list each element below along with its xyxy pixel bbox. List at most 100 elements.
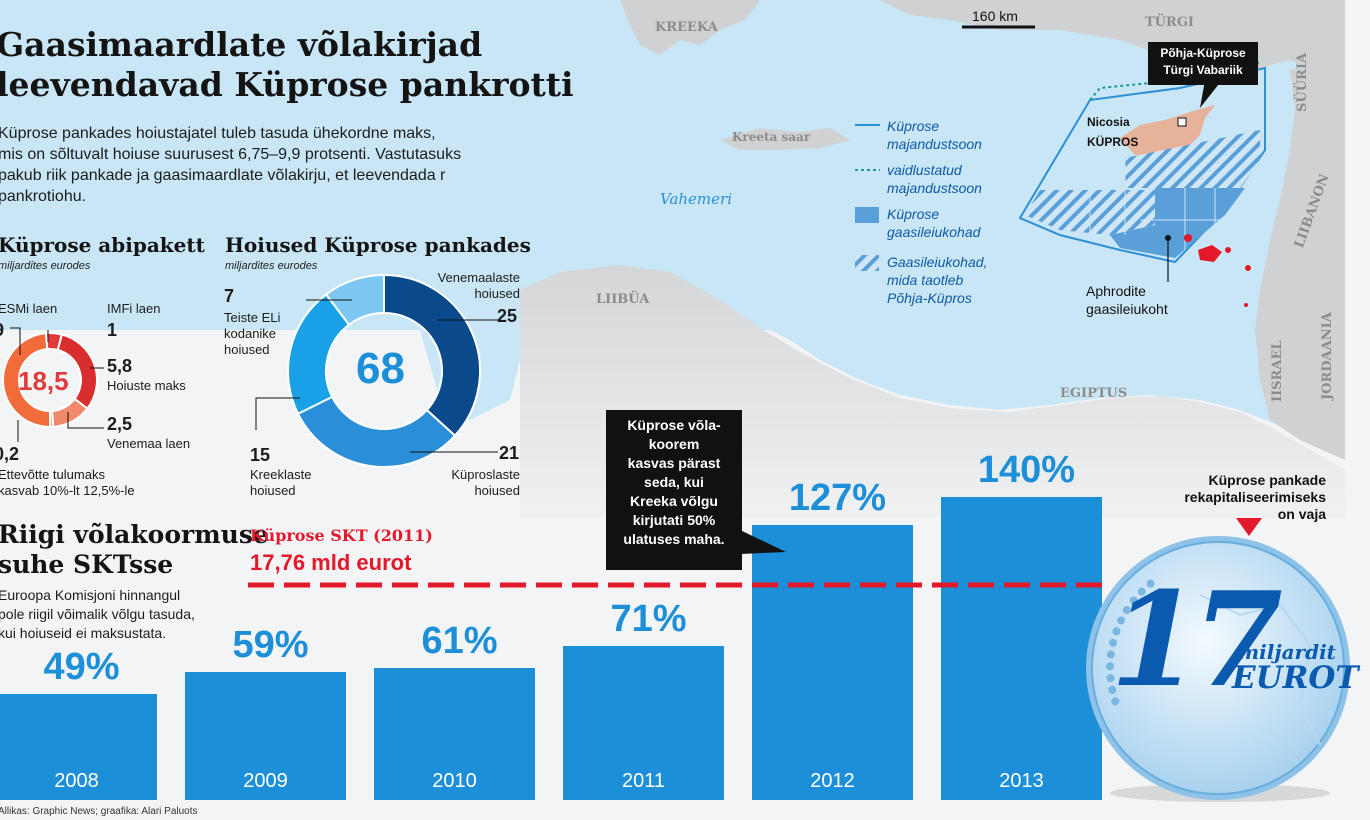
cy-value: 21 bbox=[499, 443, 520, 463]
box-line5: Kreeka võlgu bbox=[630, 493, 718, 509]
imf-label: IMFi laen bbox=[107, 301, 161, 316]
data-label-2013: 140% bbox=[977, 449, 1076, 491]
legend-claimed-l2: mida taotleb bbox=[887, 272, 964, 288]
ru-value: 25 bbox=[497, 306, 518, 326]
coin-caption3: on vaja bbox=[1277, 506, 1326, 522]
label-kreeta: Kreeta saar bbox=[732, 130, 811, 144]
tick-label-2009: 2009 bbox=[243, 770, 288, 792]
hoiused-donut bbox=[287, 273, 481, 468]
tick-label-2008: 2008 bbox=[54, 770, 99, 792]
page-title: Gaasimaardlate võlakirjad leevendavad Kü… bbox=[0, 25, 573, 105]
deposit-label: Hoiuste maks bbox=[107, 378, 186, 393]
source-note: Allikas: Graphic News; graafika: Alari P… bbox=[0, 806, 198, 817]
data-label-2012: 127% bbox=[788, 477, 887, 520]
crete-land bbox=[720, 128, 850, 150]
legend-disputed-l1: vaidlustatud bbox=[887, 162, 962, 178]
label-liibua: LIIBÜA bbox=[596, 292, 650, 307]
coin-caption1: Küprose pankade bbox=[1208, 472, 1326, 488]
callout-north-cyprus: Põhja-Küprose Türgi Vabariik bbox=[1148, 42, 1258, 85]
debt-title-line2: suhe SKTsse bbox=[0, 550, 174, 579]
data-label-2010: 61% bbox=[421, 619, 498, 662]
cyprus-island bbox=[1120, 105, 1215, 158]
gas-blocks bbox=[1110, 188, 1245, 258]
intro-line3: pakub riik pankade ja gaasimaardlate võl… bbox=[0, 167, 446, 184]
coin-star bbox=[1106, 662, 1115, 671]
gdp-label: Küprose SKT (2011) bbox=[250, 526, 433, 545]
data-label-2011: 71% bbox=[610, 598, 687, 641]
russia-label: Venemaa laen bbox=[107, 436, 191, 451]
intro-text: Küprose pankades hoiustajatel tuleb tasu… bbox=[0, 123, 558, 207]
gr-label: Kreeklaste hoiused bbox=[250, 467, 311, 499]
coin-star bbox=[1106, 650, 1115, 659]
box-line6: kirjutati 50% bbox=[632, 512, 716, 528]
label-nicosia: Nicosia bbox=[1087, 115, 1130, 129]
box-line3: kasvas pärast bbox=[627, 455, 721, 471]
cy-label2: hoiused bbox=[474, 483, 520, 498]
label-kreeka: KREEKA bbox=[655, 20, 718, 35]
box-line7: ulatuses maha. bbox=[623, 531, 725, 547]
gr-label2: hoiused bbox=[250, 483, 296, 498]
tick-label-2012: 2012 bbox=[810, 770, 855, 792]
abipakett-subtitle: miljardites eurodes bbox=[0, 260, 91, 272]
callout-line1: Põhja-Küprose bbox=[1160, 46, 1246, 60]
tick-label-2011: 2011 bbox=[621, 770, 665, 792]
tick-label-2010: 2010 bbox=[432, 770, 477, 792]
debt-note-line2: pole riigil võimalik võlgu tasuda, bbox=[0, 606, 195, 622]
coin-star bbox=[1122, 606, 1131, 615]
bar-2009 bbox=[185, 672, 346, 800]
data-label-2009: 59% bbox=[232, 624, 309, 667]
debt-title: Riigi võlakoormuse suhe SKTsse bbox=[0, 520, 269, 580]
coin-star bbox=[1111, 697, 1120, 706]
russia-value: 2,5 bbox=[107, 414, 133, 434]
gas-fields bbox=[1184, 234, 1251, 307]
legend-eez: Küprose majandustsoon bbox=[887, 117, 982, 153]
coin-unit2: EUROT bbox=[1232, 660, 1359, 696]
cy-label: Küproslaste hoiused bbox=[420, 467, 520, 499]
gr-value: 15 bbox=[250, 445, 271, 465]
euro-coin bbox=[1086, 536, 1350, 802]
coin-caption2: rekapitaliseerimiseks bbox=[1184, 489, 1326, 505]
coin-star bbox=[1106, 674, 1115, 683]
aphrodite-line1: Aphrodite bbox=[1086, 283, 1146, 299]
coin-star bbox=[1129, 596, 1138, 605]
box-line1: Küprose võla- bbox=[627, 417, 721, 433]
imf-value: 1 bbox=[107, 320, 118, 340]
coin-caption: Küprose pankade rekapitaliseerimiseks on… bbox=[1150, 472, 1326, 523]
slice-corp-tax bbox=[49, 409, 55, 429]
label-kypros: KÜPROS bbox=[1087, 135, 1139, 149]
coin-value: 17 bbox=[1110, 563, 1283, 716]
sea-lower bbox=[0, 0, 1345, 460]
legend-eez-l2: majandustsoon bbox=[887, 136, 982, 152]
coin-pointer bbox=[1236, 518, 1262, 536]
gas-blocks-hatched-2 bbox=[1125, 130, 1260, 188]
coin-star bbox=[1146, 579, 1155, 588]
gdp-value: 17,76 mld eurot bbox=[250, 550, 412, 575]
gdp-line bbox=[248, 582, 1108, 588]
debt-callout-box: Küprose võla- koorem kasvas pärast seda,… bbox=[606, 410, 742, 570]
corp-label: Ettevõtte tulumaks kasvab 10%-lt 12,5%-l… bbox=[0, 467, 135, 499]
coin-unit1: miljardit bbox=[1238, 640, 1336, 664]
intro-line1: Küprose pankades hoiustajatel tuleb tasu… bbox=[0, 125, 436, 142]
coin-star bbox=[1117, 616, 1126, 625]
callout-pointer bbox=[740, 530, 786, 554]
corp-label2: kasvab 10%-lt 12,5%-le bbox=[0, 483, 135, 498]
bar-2012 bbox=[752, 525, 913, 800]
debt-note: Euroopa Komisjoni hinnangul pole riigil … bbox=[0, 586, 195, 643]
label-iisrael: IISRAEL bbox=[1270, 340, 1285, 403]
intro-line2: mis on sõltuvalt hoiuse suurusest 6,75–9… bbox=[0, 146, 462, 163]
legend-disputed-l2: majandustsoon bbox=[887, 180, 982, 196]
legend-claimed-l1: Gaasileiukohad, bbox=[887, 254, 988, 270]
callout-line2: Türgi Vabariik bbox=[1163, 63, 1243, 77]
ru-label: Venemaalaste hoiused bbox=[420, 270, 520, 302]
esm-label: ESMi laen bbox=[0, 301, 58, 316]
scale-label: 160 km bbox=[972, 8, 1018, 24]
debt-title-line1: Riigi võlakoormuse bbox=[0, 520, 269, 549]
slice-russian bbox=[383, 273, 481, 438]
abipakett-leaders bbox=[10, 327, 104, 442]
coin-star bbox=[1108, 685, 1117, 694]
bar-2013 bbox=[941, 497, 1102, 800]
abipakett-total: 18,5 bbox=[18, 366, 69, 396]
aphrodite-line2: gaasileiukoht bbox=[1086, 301, 1168, 317]
abipakett-title: Küprose abipakett bbox=[0, 233, 205, 257]
label-suuria: SÜÜRIA bbox=[1295, 52, 1310, 112]
